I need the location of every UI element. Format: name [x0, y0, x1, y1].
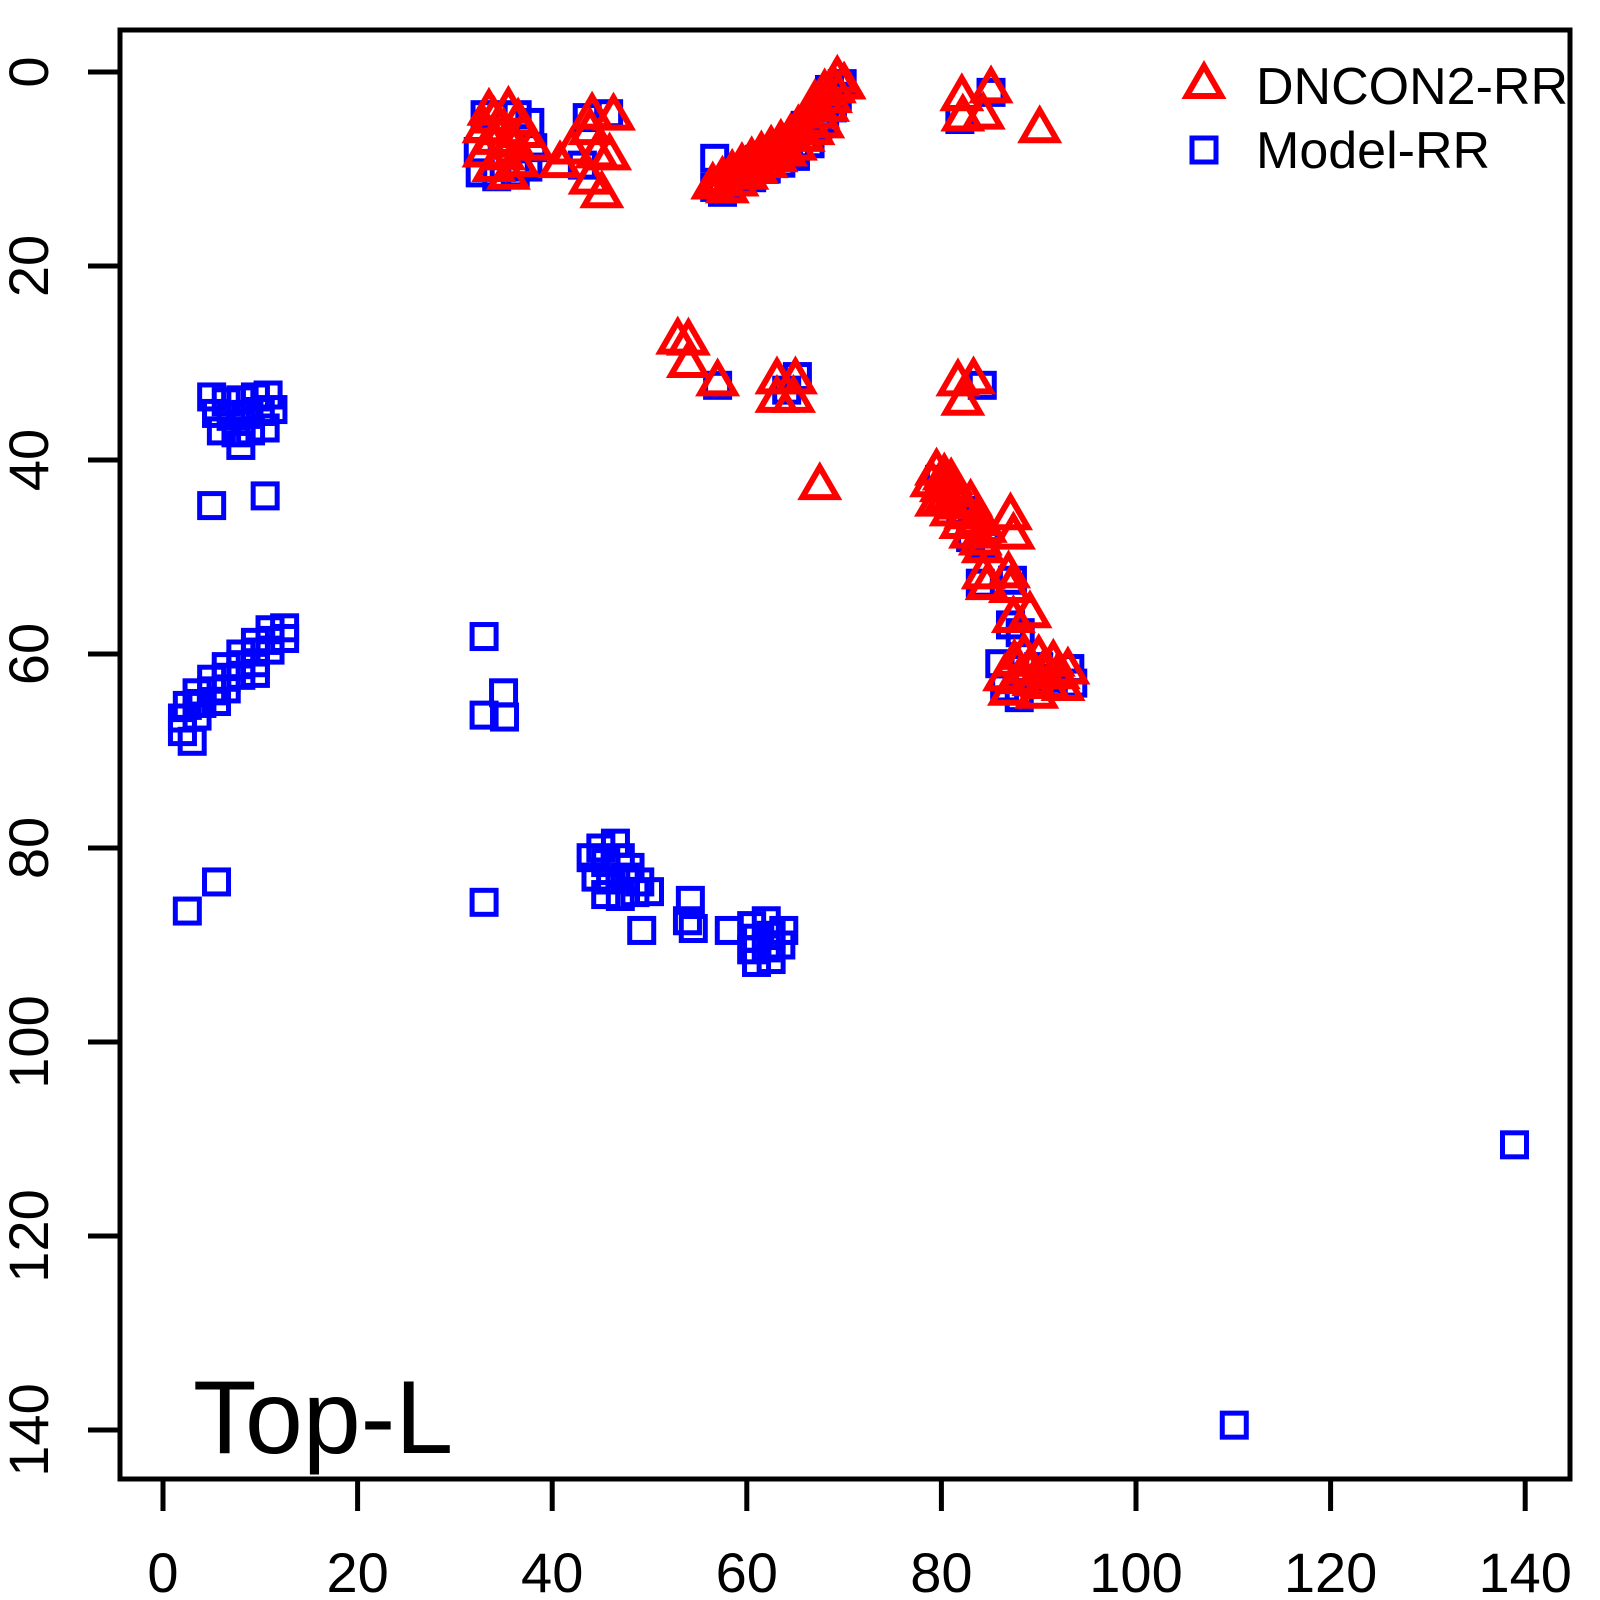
data-point-square — [172, 896, 202, 926]
data-point-square — [253, 380, 283, 410]
data-point-square — [756, 945, 786, 975]
data-point-triangle — [587, 131, 633, 171]
data-point-triangle — [569, 90, 615, 130]
data-point-square — [206, 416, 236, 446]
data-point-triangle — [940, 376, 986, 416]
x-tick-label: 0 — [147, 1541, 178, 1600]
legend-label-model: Model-RR — [1256, 122, 1490, 180]
y-tick-label: 120 — [0, 1189, 60, 1282]
data-point-square — [635, 877, 664, 907]
data-point-square — [197, 491, 227, 521]
y-tick-label: 100 — [0, 995, 60, 1088]
data-point-triangle — [665, 316, 711, 356]
data-point-triangle — [1017, 104, 1063, 144]
data-point-square — [675, 885, 705, 915]
data-point-triangle — [695, 357, 741, 397]
data-point-square — [1499, 1130, 1529, 1160]
data-point-triangle — [665, 338, 711, 378]
data-point-triangle — [537, 139, 583, 179]
data-point-square — [258, 395, 288, 425]
data-point-square — [177, 726, 207, 756]
data-point-triangle — [986, 666, 1033, 706]
x-tick-label: 80 — [910, 1541, 972, 1600]
x-axis: 0 20 40 60 80 100 120 140 — [147, 1479, 1572, 1600]
x-tick-label: 40 — [521, 1541, 583, 1600]
data-point-triangle — [948, 509, 994, 549]
data-point-triangle — [770, 373, 817, 413]
data-point-triangle — [1045, 645, 1091, 685]
data-point-square — [250, 481, 280, 511]
data-point-triangle — [964, 561, 1010, 601]
data-point-square — [678, 914, 708, 944]
data-point-square — [620, 878, 650, 908]
legend-square-icon — [1189, 135, 1219, 165]
data-point-square — [672, 906, 702, 936]
legend-label-dncon2: DNCON2-RR — [1256, 58, 1568, 116]
data-point-triangle — [968, 64, 1014, 104]
data-point-square — [627, 915, 657, 945]
data-point-square — [465, 158, 495, 188]
x-tick-label: 120 — [1284, 1541, 1377, 1600]
data-point-square — [226, 430, 256, 460]
data-point-square — [490, 702, 520, 732]
y-axis: 0 20 40 60 80 100 120 140 — [0, 56, 120, 1477]
data-point-triangle — [1014, 669, 1060, 709]
data-point-triangle — [939, 72, 985, 112]
data-point-triangle — [950, 355, 997, 395]
data-point-square — [250, 413, 280, 443]
data-points — [167, 53, 1529, 1440]
data-point-square — [469, 887, 499, 917]
data-point-triangle — [590, 91, 637, 131]
data-point-triangle — [579, 169, 625, 209]
data-point-square — [591, 880, 621, 910]
data-point-triangle — [821, 60, 867, 100]
x-tick-label: 60 — [716, 1541, 778, 1600]
data-point-triangle — [990, 594, 1036, 634]
x-tick-label: 20 — [326, 1541, 388, 1600]
y-tick-label: 0 — [0, 56, 60, 87]
legend: DNCON2-RR Model-RR — [1181, 58, 1568, 180]
data-point-square — [605, 882, 635, 911]
x-tick-label: 140 — [1478, 1541, 1571, 1600]
data-point-triangle — [792, 78, 838, 118]
data-point-triangle — [510, 121, 556, 161]
data-point-triangle — [485, 150, 531, 190]
data-point-square — [469, 622, 499, 652]
data-point-triangle — [960, 90, 1006, 130]
y-tick-label: 40 — [0, 429, 60, 491]
plot-annotation: Top-L — [193, 1360, 453, 1476]
data-point-triangle — [797, 461, 843, 501]
data-point-square — [240, 658, 270, 688]
y-tick-label: 140 — [0, 1383, 60, 1476]
data-point-triangle — [986, 549, 1032, 589]
data-point-triangle — [772, 355, 818, 395]
data-point-square — [202, 398, 232, 428]
data-point-triangle — [1007, 589, 1053, 629]
data-point-square — [576, 843, 606, 873]
legend-triangle-icon — [1181, 59, 1227, 99]
data-point-triangle — [990, 510, 1036, 550]
data-point-square — [1219, 1410, 1249, 1440]
y-tick-label: 60 — [0, 623, 60, 685]
data-point-square — [197, 382, 227, 412]
data-point-square — [469, 700, 499, 730]
plot-frame — [117, 27, 1573, 1482]
y-tick-label: 80 — [0, 817, 60, 879]
data-point-square — [202, 687, 232, 717]
y-tick-label: 20 — [0, 235, 60, 297]
data-point-square — [202, 867, 232, 897]
data-point-square — [769, 915, 799, 945]
data-point-square — [742, 947, 772, 977]
x-tick-label: 100 — [1089, 1541, 1182, 1600]
